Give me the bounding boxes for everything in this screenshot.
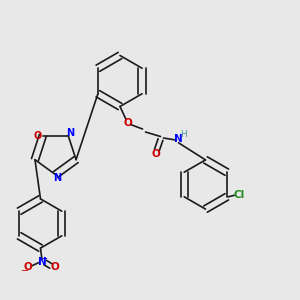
Text: N: N xyxy=(66,128,74,137)
Text: O: O xyxy=(23,262,32,272)
Text: Cl: Cl xyxy=(233,190,244,200)
Text: N: N xyxy=(173,134,182,144)
Text: O: O xyxy=(33,130,41,140)
Text: −: − xyxy=(21,266,29,276)
Text: N: N xyxy=(53,172,61,183)
Text: +: + xyxy=(41,256,47,262)
Text: O: O xyxy=(151,148,160,159)
Text: O: O xyxy=(50,262,59,272)
Text: O: O xyxy=(123,118,132,128)
Text: H: H xyxy=(180,130,186,139)
Text: N: N xyxy=(38,256,46,267)
